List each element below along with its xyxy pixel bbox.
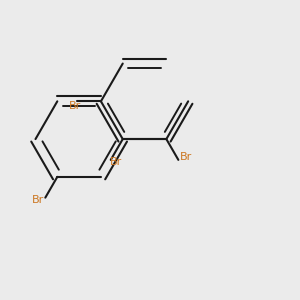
Text: Br: Br: [110, 157, 122, 167]
Text: Br: Br: [179, 152, 192, 162]
Text: Br: Br: [32, 194, 44, 205]
Text: Br: Br: [69, 101, 81, 111]
